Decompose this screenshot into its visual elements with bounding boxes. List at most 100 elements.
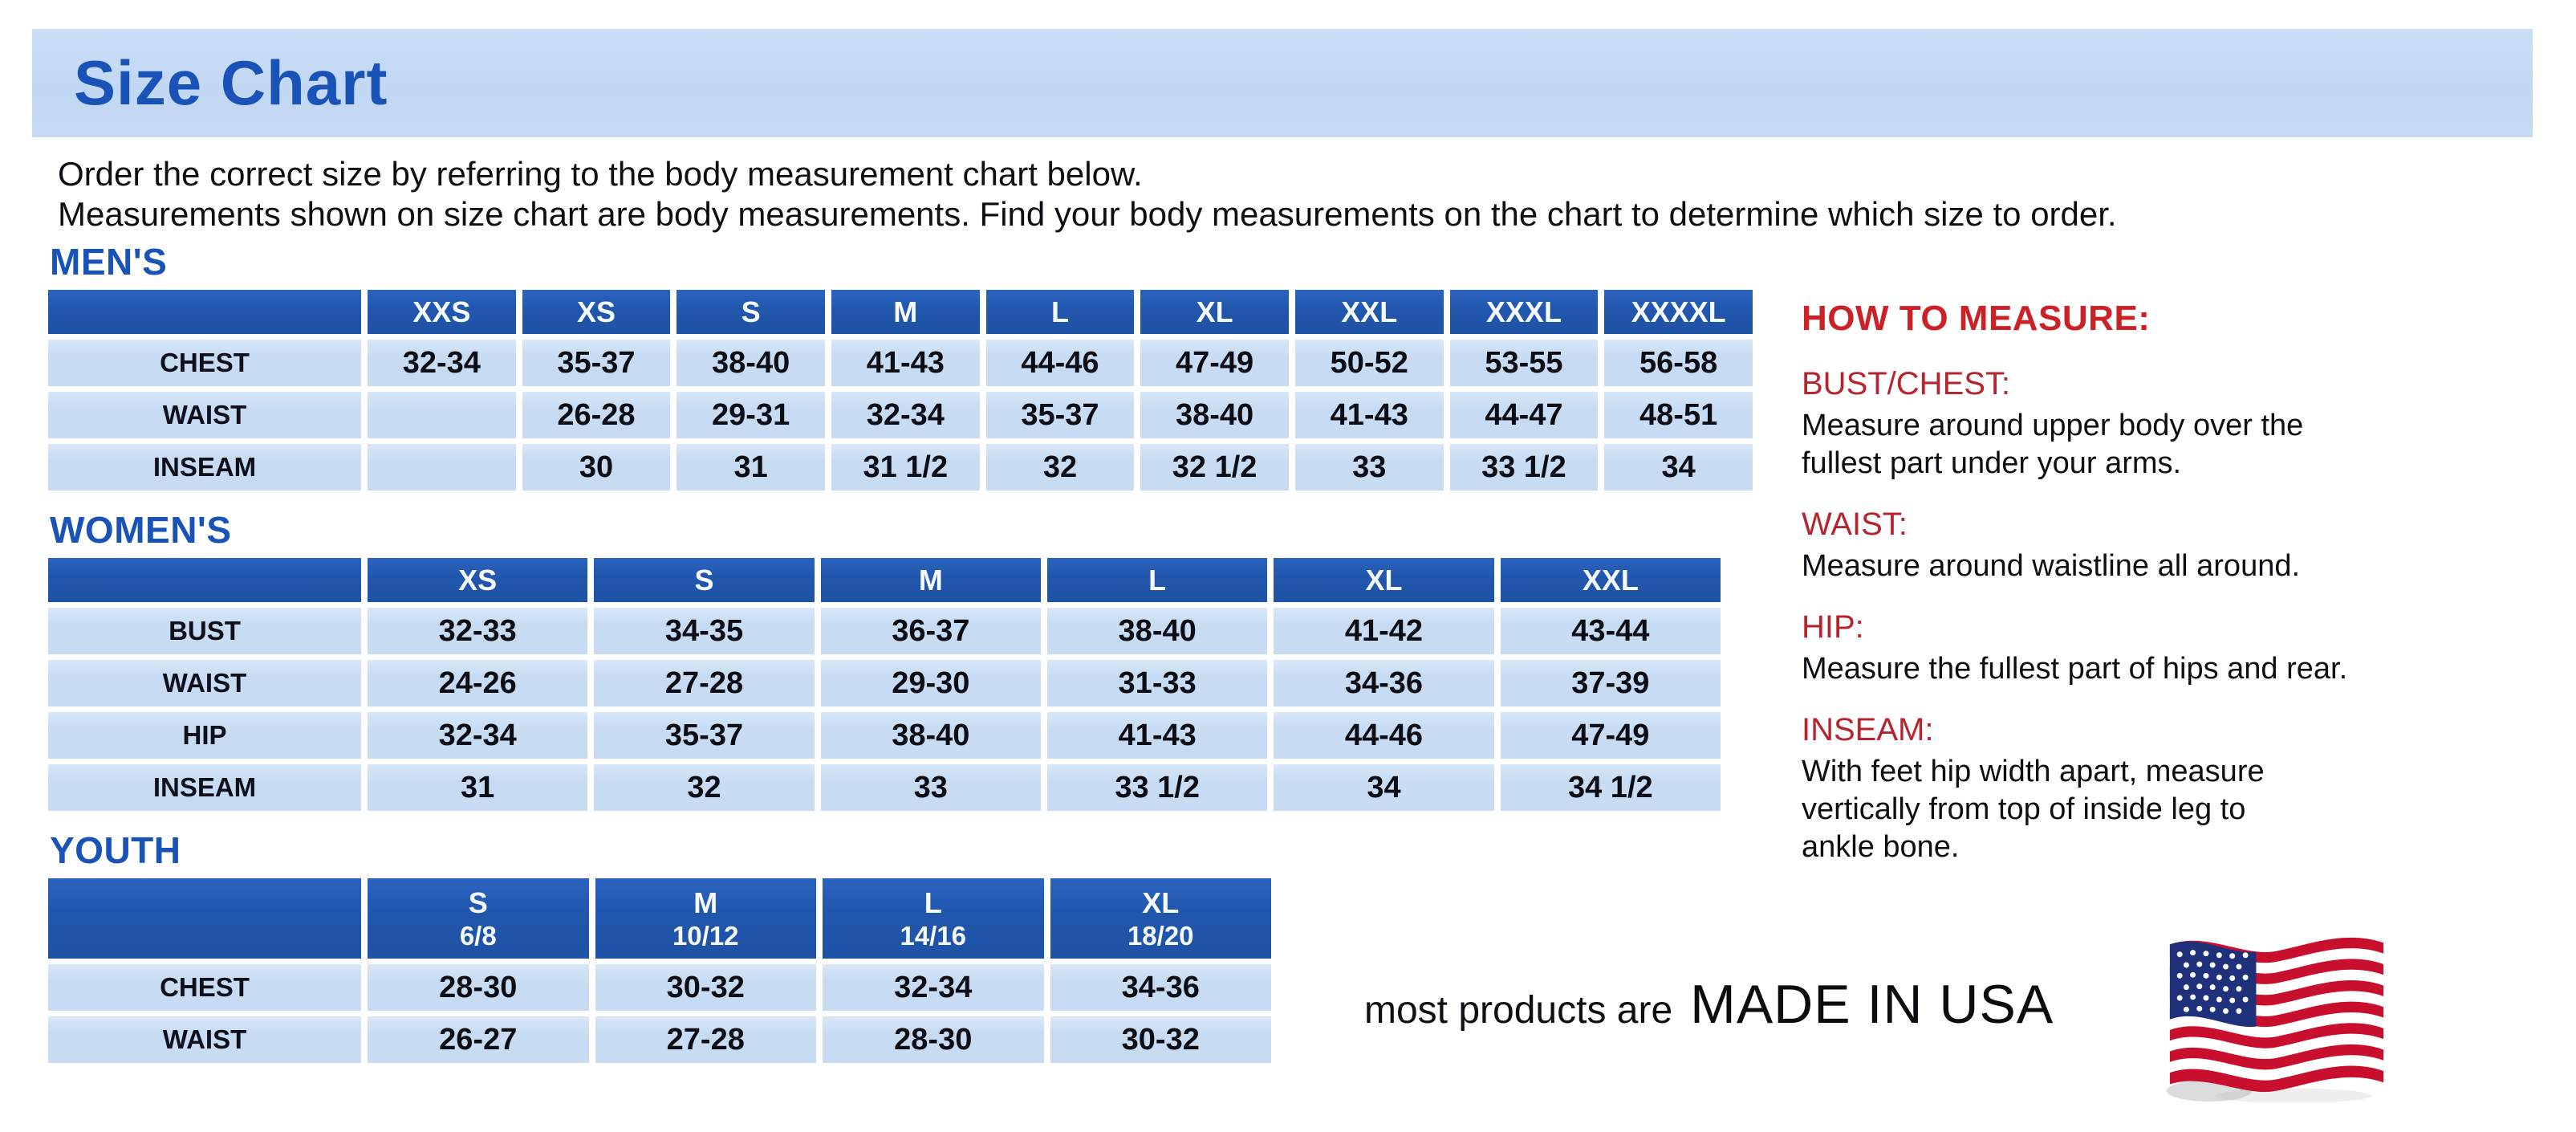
size-value-cell: 32-33 bbox=[368, 608, 588, 654]
size-value-cell: 33 1/2 bbox=[1046, 764, 1268, 811]
youth-size-table: S 6/8 M 10/12 L 14/16 XL 18/20 CHEST 28-30 30-32 32… bbox=[42, 873, 1278, 1069]
measure-desc-bust-chest: Measure around upper body over the fulle… bbox=[1802, 409, 2304, 480]
row-label: CHEST bbox=[48, 340, 361, 386]
size-column-header: M bbox=[820, 558, 1041, 602]
size-value-cell: 32 1/2 bbox=[1140, 444, 1289, 491]
size-column-header: XS bbox=[522, 290, 671, 334]
size-value-cell: 47-49 bbox=[1500, 712, 1721, 759]
womens-section-heading: WOMEN'S bbox=[50, 509, 232, 551]
size-value-cell: 32-34 bbox=[368, 340, 516, 386]
measurement-row: INSEAM 31 32 33 33 1/2 34 34 1/2 bbox=[48, 764, 1721, 811]
size-header-row: XS S M L XL XXL bbox=[48, 558, 1721, 602]
size-value-cell: 38-40 bbox=[820, 712, 1041, 759]
size-value-cell: 35-37 bbox=[522, 340, 671, 386]
intro-text: Order the correct size by referring to t… bbox=[58, 154, 2529, 234]
size-value-cell: 34-35 bbox=[594, 608, 815, 654]
size-value-cell: 30 bbox=[522, 444, 671, 491]
measure-desc-hip: Measure the fullest part of hips and rea… bbox=[1802, 652, 2348, 686]
size-value-cell: 56-58 bbox=[1604, 340, 1753, 386]
size-value-cell: 38-40 bbox=[1140, 392, 1289, 438]
size-value-cell: 44-46 bbox=[1274, 712, 1494, 759]
size-value-cell: 41-42 bbox=[1274, 608, 1494, 654]
size-value-cell: 26-27 bbox=[368, 1016, 589, 1063]
size-value-cell: 31-33 bbox=[1046, 660, 1268, 706]
size-value-cell: 26-28 bbox=[522, 392, 671, 438]
how-to-measure-heading: HOW TO MEASURE: bbox=[1802, 299, 2151, 338]
size-value-cell: 44-46 bbox=[985, 340, 1135, 386]
size-value-cell: 32-34 bbox=[368, 712, 588, 759]
youth-section-heading: YOUTH bbox=[50, 829, 181, 871]
size-value-cell: 29-30 bbox=[820, 660, 1041, 706]
size-value-cell: 33 bbox=[1294, 444, 1444, 491]
size-column-header: XL bbox=[1274, 558, 1494, 602]
size-value-cell: 41-43 bbox=[1046, 712, 1268, 759]
made-in-usa-line: most products are MADE IN USA bbox=[1364, 973, 2054, 1036]
made-in-usa-prefix: most products are bbox=[1364, 989, 1673, 1032]
row-label: WAIST bbox=[48, 1016, 361, 1063]
measurement-row: HIP 32-34 35-37 38-40 41-43 44-46 47-49 bbox=[48, 712, 1721, 759]
size-value-cell: 35-37 bbox=[594, 712, 815, 759]
size-tables-column: MEN'S XXS XS S M L XL XXL XXXL XXXXL CHEST 32-34 35… bbox=[48, 241, 1782, 1069]
size-value-cell: 41-43 bbox=[831, 340, 980, 386]
size-value-cell: 33 1/2 bbox=[1449, 444, 1599, 491]
size-column-header: XXS bbox=[368, 290, 516, 334]
size-value-cell: 36-37 bbox=[820, 608, 1041, 654]
size-value-cell: 28-30 bbox=[368, 964, 589, 1011]
size-value-cell: 31 bbox=[368, 764, 588, 811]
size-column-header: XXXXL bbox=[1604, 290, 1753, 334]
womens-size-table: XS S M L XL XXL BUST 32-33 34-35 36-37 38-40 41-42 4… bbox=[42, 552, 1727, 816]
made-in-usa-text: MADE IN USA bbox=[1690, 974, 2054, 1035]
measurement-row: WAIST 26-28 29-31 32-34 35-37 38-40 41-43 44-47… bbox=[48, 392, 1753, 438]
measurement-row: WAIST 24-26 27-28 29-30 31-33 34-36 37-39 bbox=[48, 660, 1721, 706]
size-value-cell: 53-55 bbox=[1449, 340, 1599, 386]
usa-flag-icon bbox=[2160, 930, 2393, 1104]
measurement-row: BUST 32-33 34-35 36-37 38-40 41-42 43-44 bbox=[48, 608, 1721, 654]
size-value-cell: 44-47 bbox=[1449, 392, 1599, 438]
how-to-measure-panel: HOW TO MEASURE: BUST/CHEST: Measure arou… bbox=[1802, 299, 2524, 866]
page-title: Size Chart bbox=[74, 47, 388, 118]
corner-cell bbox=[48, 290, 361, 334]
size-value-cell: 31 bbox=[677, 444, 825, 491]
measurement-row: CHEST 28-30 30-32 32-34 34-36 bbox=[48, 964, 1271, 1011]
size-value-cell: 32 bbox=[985, 444, 1135, 491]
size-header-row: XXS XS S M L XL XXL XXXL XXXXL bbox=[48, 290, 1753, 334]
size-value-cell: 38-40 bbox=[1046, 608, 1268, 654]
size-column-header: M 10/12 bbox=[595, 878, 816, 959]
size-value-cell: 34 bbox=[1274, 764, 1494, 811]
size-value-cell: 50-52 bbox=[1294, 340, 1444, 386]
corner-cell bbox=[48, 878, 361, 959]
size-column-header: XXXL bbox=[1449, 290, 1599, 334]
size-column-header: XL 18/20 bbox=[1050, 878, 1271, 959]
size-value-cell: 27-28 bbox=[595, 1016, 816, 1063]
size-value-cell: 33 bbox=[820, 764, 1041, 811]
row-label: INSEAM bbox=[48, 764, 361, 811]
size-value-cell: 41-43 bbox=[1294, 392, 1444, 438]
size-value-cell: 34 1/2 bbox=[1500, 764, 1721, 811]
size-value-cell: 30-32 bbox=[1050, 1016, 1271, 1063]
size-value-cell: 43-44 bbox=[1500, 608, 1721, 654]
measurement-row: CHEST 32-34 35-37 38-40 41-43 44-46 47-49 50-52… bbox=[48, 340, 1753, 386]
measure-term-bust-chest: BUST/CHEST: bbox=[1802, 366, 2011, 401]
measurement-row: INSEAM 30 31 31 1/2 32 32 1/2 33 33 1/2 34 bbox=[48, 444, 1753, 491]
size-value-cell: 29-31 bbox=[677, 392, 825, 438]
size-value-cell: 34 bbox=[1604, 444, 1753, 491]
intro-line-1: Order the correct size by referring to t… bbox=[58, 155, 1143, 193]
size-column-header: S bbox=[677, 290, 825, 334]
row-label: WAIST bbox=[48, 660, 361, 706]
size-value-cell: 38-40 bbox=[677, 340, 825, 386]
measurement-row: WAIST 26-27 27-28 28-30 30-32 bbox=[48, 1016, 1271, 1063]
row-label: CHEST bbox=[48, 964, 361, 1011]
measure-desc-waist: Measure around waistline all around. bbox=[1802, 549, 2301, 583]
measure-desc-inseam: With feet hip width apart, measure verti… bbox=[1802, 755, 2265, 864]
size-value-cell: 47-49 bbox=[1140, 340, 1289, 386]
intro-line-2: Measurements shown on size chart are bod… bbox=[58, 195, 2117, 233]
size-value-cell: 32-34 bbox=[823, 964, 1044, 1011]
row-label: WAIST bbox=[48, 392, 361, 438]
size-value-cell: 32 bbox=[594, 764, 815, 811]
size-column-header: S 6/8 bbox=[368, 878, 589, 959]
row-label: BUST bbox=[48, 608, 361, 654]
row-label: INSEAM bbox=[48, 444, 361, 491]
size-column-header: S bbox=[594, 558, 815, 602]
size-column-header: L 14/16 bbox=[823, 878, 1044, 959]
